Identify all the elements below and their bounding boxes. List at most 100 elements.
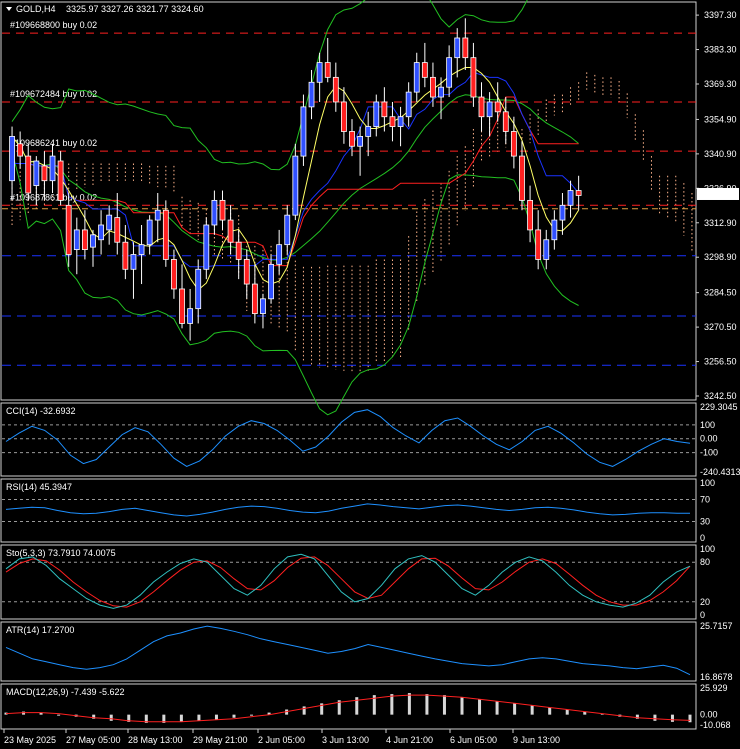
candle-body[interactable] xyxy=(65,204,72,255)
candle-body[interactable] xyxy=(122,241,129,270)
candle-body[interactable] xyxy=(405,91,412,118)
pane-atr-frame xyxy=(0,621,697,682)
indicator-macd-tick: 25.929 xyxy=(700,683,728,693)
time-axis-label: 23 May 2025 xyxy=(4,735,56,745)
candle-body[interactable] xyxy=(332,76,339,103)
candle-body[interactable] xyxy=(41,165,48,182)
candle-body[interactable] xyxy=(300,106,307,157)
indicator-cci-tick: 229.3045 xyxy=(700,402,738,412)
candle-body[interactable] xyxy=(486,101,493,118)
candle-body[interactable] xyxy=(389,116,396,127)
candle-body[interactable] xyxy=(268,263,274,300)
macd-histogram-bar xyxy=(144,714,148,723)
price-tick-label: 3383.30 xyxy=(704,45,737,55)
candle-body[interactable] xyxy=(106,214,113,231)
candle-body[interactable] xyxy=(454,37,461,59)
candle-body[interactable] xyxy=(527,199,533,231)
candle-body[interactable] xyxy=(73,229,80,250)
candle-body[interactable] xyxy=(430,76,436,98)
candle-body[interactable] xyxy=(510,131,517,157)
macd-histogram-bar xyxy=(22,711,26,715)
candle-body[interactable] xyxy=(413,62,420,93)
candle-body[interactable] xyxy=(575,190,582,196)
macd-histogram-bar xyxy=(355,697,359,715)
candle-body[interactable] xyxy=(276,244,283,265)
order-label[interactable]: #109687861 buy 0.02 xyxy=(10,192,97,202)
dropdown-triangle-icon[interactable] xyxy=(6,7,12,11)
candle-body[interactable] xyxy=(567,190,574,206)
candle-body[interactable] xyxy=(519,155,525,201)
candle-body[interactable] xyxy=(49,155,56,182)
candle-body[interactable] xyxy=(114,217,121,243)
candle-body[interactable] xyxy=(446,57,453,88)
candle-body[interactable] xyxy=(243,259,250,285)
candle-body[interactable] xyxy=(308,81,315,108)
time-axis-label: 9 Jun 13:00 xyxy=(513,735,560,745)
candle-body[interactable] xyxy=(349,131,355,147)
candle-body[interactable] xyxy=(284,214,291,246)
macd-histogram-bar xyxy=(337,700,341,715)
candle-body[interactable] xyxy=(535,229,542,260)
candle-body[interactable] xyxy=(154,209,161,221)
candle-body[interactable] xyxy=(179,288,185,324)
candle-body[interactable] xyxy=(33,160,40,187)
candle-body[interactable] xyxy=(478,96,485,118)
order-label[interactable]: #109668800 buy 0.02 xyxy=(10,20,97,30)
candle-body[interactable] xyxy=(438,86,444,98)
candle-body[interactable] xyxy=(421,62,428,78)
candle-body[interactable] xyxy=(57,160,64,201)
candle-body[interactable] xyxy=(260,298,266,314)
candle-body[interactable] xyxy=(324,62,331,78)
candle-body[interactable] xyxy=(381,101,388,118)
candle-body[interactable] xyxy=(543,239,550,260)
macd-histogram-bar xyxy=(460,697,464,715)
candle-body[interactable] xyxy=(187,308,194,324)
kijun-sen xyxy=(12,96,579,267)
candle-body[interactable] xyxy=(9,136,15,182)
candle-body[interactable] xyxy=(98,224,104,241)
candle-body[interactable] xyxy=(195,268,202,310)
candle-body[interactable] xyxy=(251,283,258,314)
candle-body[interactable] xyxy=(341,101,347,132)
candle-body[interactable] xyxy=(357,136,363,147)
time-axis-label: 29 May 21:00 xyxy=(193,735,248,745)
candle-body[interactable] xyxy=(219,199,226,221)
candle-body[interactable] xyxy=(81,229,88,250)
indicator-macd-tick: -10.068 xyxy=(700,720,731,730)
order-label[interactable]: #109686241 buy 0.02 xyxy=(10,138,97,148)
candle-body[interactable] xyxy=(130,254,137,270)
candle-body[interactable] xyxy=(365,126,372,137)
candle-body[interactable] xyxy=(494,101,501,113)
candle-body[interactable] xyxy=(90,234,96,248)
candle-body[interactable] xyxy=(25,155,32,194)
indicator-atr-tick: 16.8678 xyxy=(700,672,733,682)
order-label[interactable]: #109672484 buy 0.02 xyxy=(10,89,97,99)
indicator-atr-label: ATR(14) 17.2700 xyxy=(6,625,74,635)
candle-body[interactable] xyxy=(373,101,380,127)
candle-body[interactable] xyxy=(203,224,210,270)
price-tick-label: 3242.50 xyxy=(704,391,737,401)
rsi-line xyxy=(5,503,690,517)
macd-histogram-bar xyxy=(688,714,692,723)
candle-body[interactable] xyxy=(292,155,299,216)
candle-body[interactable] xyxy=(162,209,169,260)
candle-body[interactable] xyxy=(462,37,469,59)
candle-body[interactable] xyxy=(397,116,404,127)
candle-body[interactable] xyxy=(559,204,566,221)
candle-body[interactable] xyxy=(235,241,242,260)
candle-body[interactable] xyxy=(470,57,477,98)
candle-body[interactable] xyxy=(316,62,323,83)
candle-body[interactable] xyxy=(502,111,509,132)
candle-body[interactable] xyxy=(211,199,218,226)
pane-sto-frame xyxy=(0,544,697,620)
indicator-rsi-tick: 100 xyxy=(700,478,715,488)
candle-body[interactable] xyxy=(171,259,177,290)
pane-rsi-frame xyxy=(0,478,697,543)
candle-body[interactable] xyxy=(146,219,153,246)
candle-body[interactable] xyxy=(551,219,558,241)
symbol-label[interactable]: GOLD,H4 xyxy=(16,4,56,14)
candle-body[interactable] xyxy=(17,143,24,157)
candle-body[interactable] xyxy=(138,244,145,255)
candle-body[interactable] xyxy=(227,219,234,243)
